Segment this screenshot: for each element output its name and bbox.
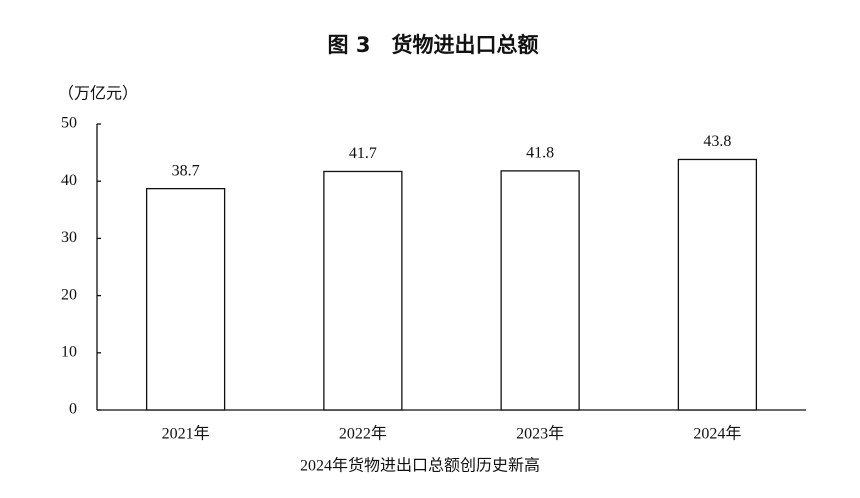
bar <box>323 170 403 411</box>
y-tick-label: 30 <box>61 229 77 246</box>
value-label: 38.7 <box>172 162 200 179</box>
y-tick-label: 10 <box>61 343 77 360</box>
caption: 2024年货物进出口总额创历史新高 <box>300 457 540 475</box>
y-tick-label: 0 <box>69 401 77 418</box>
value-label: 43.8 <box>703 133 731 150</box>
y-tick-label: 20 <box>61 286 77 303</box>
unit-label: （万亿元） <box>58 85 138 103</box>
x-tick-label: 2023年 <box>516 425 564 443</box>
x-tick-label: 2022年 <box>339 425 387 443</box>
value-label: 41.8 <box>526 145 554 162</box>
y-tick-label: 40 <box>61 172 77 189</box>
value-label: 41.7 <box>349 145 377 162</box>
bar <box>500 170 580 411</box>
bar <box>145 187 226 411</box>
bar <box>677 158 758 411</box>
x-tick-label: 2021年 <box>162 425 210 443</box>
y-tick-label: 50 <box>61 115 77 132</box>
x-tick-label: 2024年 <box>693 425 741 443</box>
chart-title: 图 3 货物进出口总额 <box>328 33 539 57</box>
